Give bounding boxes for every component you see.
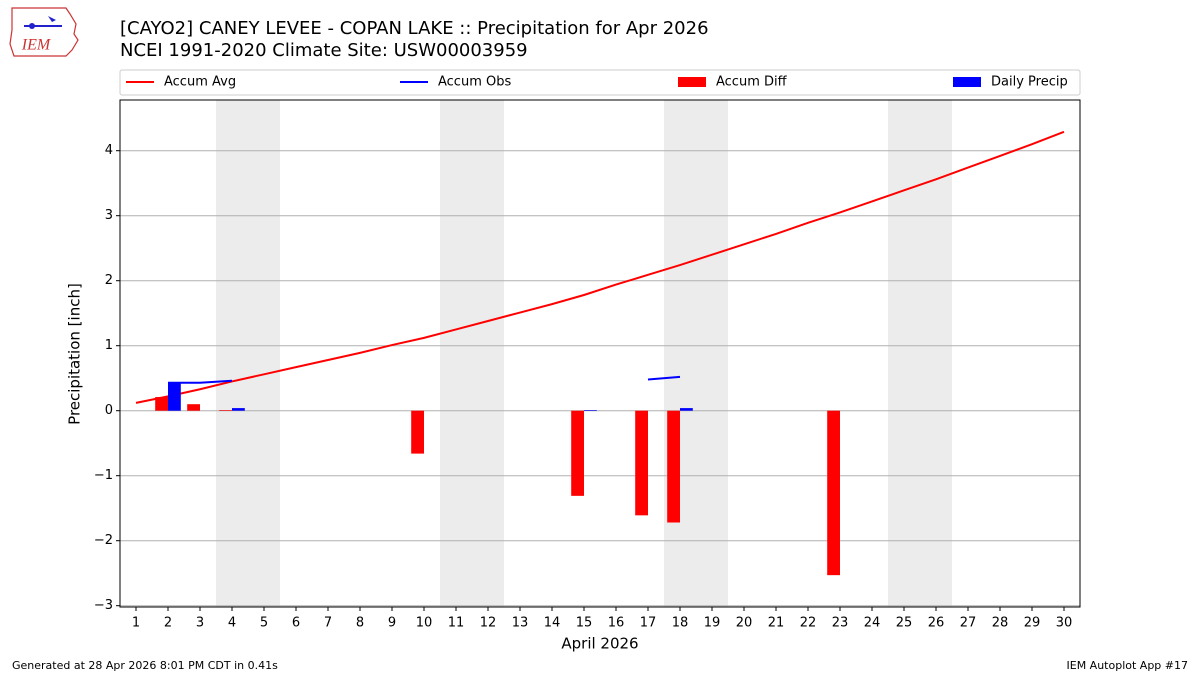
legend-label: Accum Obs: [438, 75, 511, 90]
x-tick-label: 9: [388, 616, 396, 631]
weekend-band: [248, 100, 280, 607]
x-tick-label: 14: [544, 616, 561, 631]
x-tick-label: 13: [512, 616, 529, 631]
bar: [680, 408, 693, 411]
x-tick-label: 21: [768, 616, 785, 631]
x-tick-label: 2: [164, 616, 172, 631]
y-tick-label: 3: [105, 208, 113, 223]
bar: [827, 410, 840, 576]
bar: [411, 410, 424, 454]
weekend-band: [440, 100, 472, 607]
x-tick-label: 8: [356, 616, 364, 631]
y-tick-label: 2: [105, 273, 113, 288]
weekend-band: [696, 100, 728, 607]
y-tick-label: 4: [105, 143, 113, 158]
chart-title: [CAYO2] CANEY LEVEE - COPAN LAKE :: Prec…: [120, 18, 709, 39]
x-tick-label: 11: [448, 616, 465, 631]
y-tick-label: 0: [105, 403, 113, 418]
bar: [155, 397, 168, 411]
x-tick-label: 24: [864, 616, 881, 631]
chart-subtitle: NCEI 1991-2020 Climate Site: USW00003959: [120, 40, 528, 61]
x-tick-label: 12: [480, 616, 497, 631]
x-tick-label: 30: [1056, 616, 1073, 631]
x-axis-label: April 2026: [561, 635, 638, 653]
bar: [635, 410, 648, 516]
x-tick-label: 19: [704, 616, 721, 631]
legend-swatch: [953, 77, 981, 87]
x-tick-label: 17: [640, 616, 657, 631]
x-tick-label: 27: [960, 616, 977, 631]
footer-left: Generated at 28 Apr 2026 8:01 PM CDT in …: [12, 659, 278, 672]
x-tick-label: 25: [896, 616, 913, 631]
line: [135, 130, 1065, 404]
x-tick-label: 10: [416, 616, 433, 631]
x-tick-label: 5: [260, 616, 268, 631]
bar: [219, 410, 232, 411]
x-tick-label: 7: [324, 616, 332, 631]
x-tick-label: 4: [228, 616, 236, 631]
plot-frame: [119, 99, 1081, 608]
weekend-band: [472, 100, 504, 607]
legend-label: Daily Precip: [991, 75, 1068, 90]
x-tick-label: 3: [196, 616, 204, 631]
bar: [571, 410, 584, 496]
x-tick-label: 23: [832, 616, 849, 631]
weekend-band: [888, 100, 920, 607]
y-tick-label: 1: [105, 338, 113, 353]
x-tick-label: 22: [800, 616, 817, 631]
bar: [168, 382, 181, 411]
bar: [584, 410, 597, 411]
x-tick-label: 26: [928, 616, 945, 631]
y-tick-label: −3: [94, 598, 113, 613]
legend-label: Accum Diff: [716, 75, 788, 90]
logo: IEM: [9, 7, 79, 57]
weekend-band: [664, 100, 696, 607]
y-tick-label: −1: [94, 468, 113, 483]
weekend-band: [216, 100, 248, 607]
x-tick-label: 28: [992, 616, 1009, 631]
bar: [232, 408, 245, 411]
weekend-band: [920, 100, 952, 607]
x-tick-label: 15: [576, 616, 593, 631]
x-tick-label: 1: [132, 616, 140, 631]
x-tick-label: 16: [608, 616, 625, 631]
x-tick-label: 20: [736, 616, 753, 631]
x-tick-label: 6: [292, 616, 300, 631]
y-tick-label: −2: [94, 533, 113, 548]
x-tick-label: 29: [1024, 616, 1041, 631]
y-axis-label: Precipitation [inch]: [66, 283, 84, 425]
logo-text: IEM: [21, 37, 52, 54]
legend-box: [119, 69, 1081, 96]
bar: [667, 410, 680, 523]
x-tick-label: 18: [672, 616, 689, 631]
legend-swatch: [678, 77, 706, 87]
bar: [187, 404, 200, 411]
legend-label: Accum Avg: [164, 75, 236, 90]
footer-right: IEM Autoplot App #17: [1067, 659, 1189, 672]
